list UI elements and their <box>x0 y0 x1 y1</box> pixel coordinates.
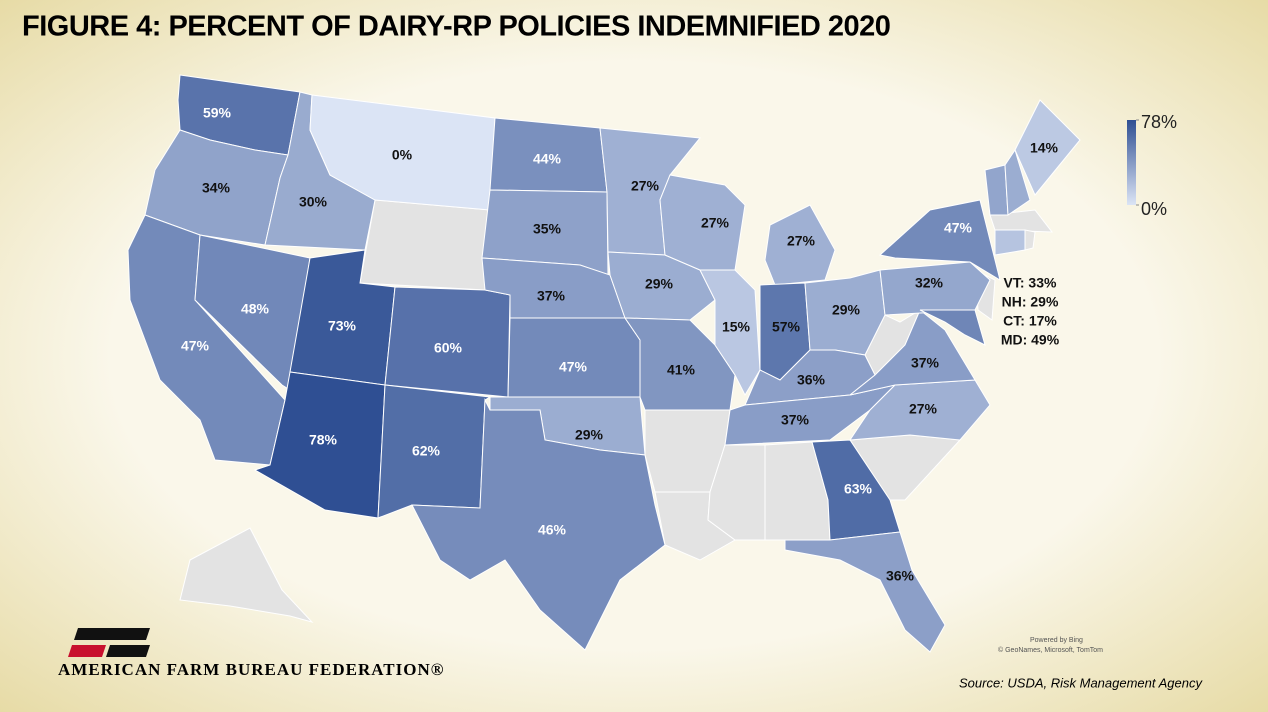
state-label: 63% <box>844 481 873 497</box>
state-label: 73% <box>328 318 357 334</box>
color-tick-label: 78% <box>1141 112 1177 132</box>
attribution: © GeoNames, Microsoft, TomTom <box>998 646 1103 654</box>
state-label: 36% <box>797 372 826 388</box>
state <box>849 309 976 396</box>
state-label: 29% <box>645 276 674 292</box>
state-label: 62% <box>412 443 441 459</box>
state <box>878 199 1001 282</box>
state-label: 37% <box>537 288 566 304</box>
state-label: 27% <box>631 178 660 194</box>
no-data-states <box>179 199 1054 623</box>
state <box>919 309 986 346</box>
states <box>127 74 1081 653</box>
state-label: 37% <box>781 412 810 428</box>
state-label: 30% <box>299 194 328 210</box>
state <box>764 204 836 286</box>
state-label: 0% <box>392 147 413 163</box>
state <box>879 261 991 316</box>
state-label: 29% <box>832 302 861 318</box>
state-label: 27% <box>701 215 730 231</box>
color-ticks: 78% 0% <box>1136 112 1177 219</box>
state <box>699 269 761 397</box>
state-label: 34% <box>202 180 231 196</box>
logo-bar <box>106 645 150 657</box>
source: Source: USDA, Risk Management Agency <box>959 675 1204 690</box>
state-label: 57% <box>772 319 801 335</box>
inset-label: CT: 17% <box>1003 313 1057 329</box>
state-label: 32% <box>915 275 944 291</box>
inset-label: NH: 29% <box>1002 294 1059 310</box>
state-label: 14% <box>1030 140 1059 156</box>
state-label: 59% <box>203 105 232 121</box>
color-tick-label: 0% <box>1141 199 1167 219</box>
state-label: 15% <box>722 319 751 335</box>
state-label: 35% <box>533 221 562 237</box>
state-label: 37% <box>911 355 940 371</box>
state-label: 41% <box>667 362 696 378</box>
state-no-data <box>359 199 491 291</box>
state <box>849 379 991 441</box>
chart-title: FIGURE 4: PERCENT OF DAIRY-RP POLICIES I… <box>22 11 890 43</box>
state-label: 47% <box>944 220 973 236</box>
inset-label: MD: 49% <box>1001 332 1060 348</box>
logo <box>68 628 150 657</box>
state <box>784 531 946 653</box>
state-label: 44% <box>533 151 562 167</box>
state-no-data <box>1024 229 1036 251</box>
color-scale <box>1127 120 1136 205</box>
state-label: 47% <box>559 359 588 375</box>
organization: AMERICAN FARM BUREAU FEDERATION® <box>58 660 444 679</box>
state <box>194 234 311 391</box>
state-label: 78% <box>309 432 338 448</box>
state-label: 48% <box>241 301 270 317</box>
state-no-data <box>179 527 314 623</box>
state-label: 27% <box>909 401 938 417</box>
state <box>994 229 1026 256</box>
state-labels: 59% 34% 47% 48% 30% 0% 73% 78% 60% 62% 44% 35% 37% 47… <box>181 105 1060 584</box>
state <box>411 398 666 651</box>
state <box>507 317 641 398</box>
state <box>1014 99 1081 196</box>
state-label: 29% <box>575 427 604 443</box>
inset-label: VT: 33% <box>1004 275 1057 291</box>
state-label: 36% <box>886 568 915 584</box>
state <box>1004 148 1031 216</box>
state-label: 60% <box>434 340 463 356</box>
logo-bar <box>74 628 150 640</box>
state-label: 27% <box>787 233 816 249</box>
state-label: 46% <box>538 522 567 538</box>
attribution: Powered by Bing <box>1030 637 1083 644</box>
state-label: 47% <box>181 338 210 354</box>
logo-bar <box>68 645 106 657</box>
